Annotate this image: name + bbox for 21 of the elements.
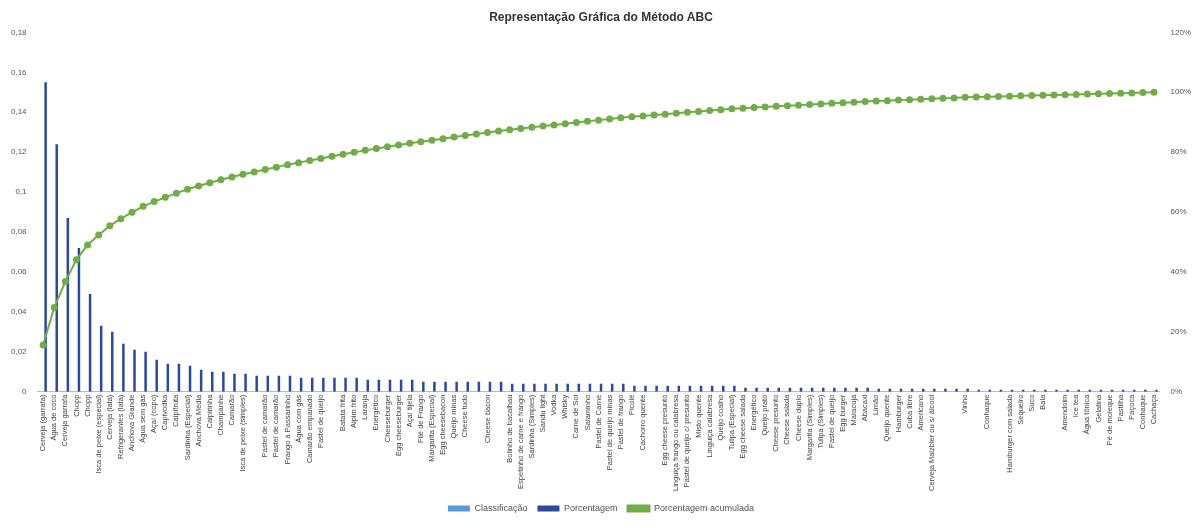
y-tick-label: 0,06 <box>10 267 28 277</box>
legend-label: Porcentagem <box>563 502 618 513</box>
legend-label: Porcentagem acumulada <box>654 502 755 513</box>
y2-tick-label: 20% <box>1170 327 1187 337</box>
y2-tick-label: 100% <box>1170 87 1192 97</box>
y2-tick-label: 40% <box>1170 267 1187 277</box>
y-tick-label: 0 <box>22 386 28 396</box>
y2-tick-label: 60% <box>1170 207 1187 217</box>
y-tick-label: 0,16 <box>10 67 28 77</box>
y-tick-label: 0,04 <box>10 307 28 317</box>
y-tick-label: 0,08 <box>10 227 28 237</box>
y2-tick-label: 0% <box>1170 386 1183 396</box>
y2-tick-label: 80% <box>1170 147 1187 157</box>
y-tick-label: 0,18 <box>10 27 28 37</box>
y-tick-label: 0,14 <box>10 107 28 117</box>
y-tick-label: 0,1 <box>15 187 28 197</box>
y-tick-label: 0,12 <box>10 147 28 157</box>
legend-label: Classificação <box>474 502 528 513</box>
y-tick-label: 0,02 <box>10 346 28 356</box>
y2-tick-label: 120% <box>1170 27 1192 37</box>
chart-title: Representação Gráfica do Método ABC <box>489 9 714 24</box>
